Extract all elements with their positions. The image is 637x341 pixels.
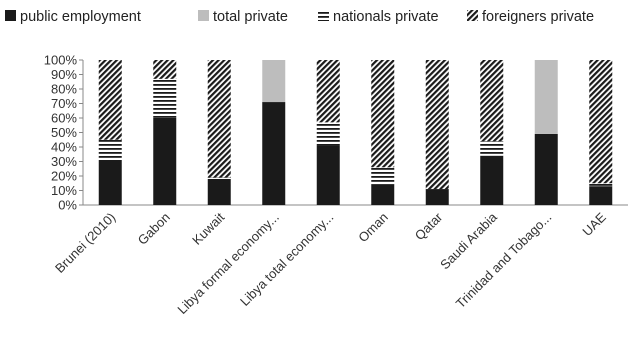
bar-segment xyxy=(316,145,340,205)
y-tick-label: 60% xyxy=(51,111,77,126)
bar-segment xyxy=(589,183,613,187)
bar-segment xyxy=(153,78,177,118)
legend-swatch-1 xyxy=(5,10,16,21)
category-label: Gabon xyxy=(135,210,173,248)
bar-segment xyxy=(480,155,504,205)
bar-segment xyxy=(534,60,558,134)
bar-segment xyxy=(589,60,613,184)
bar-segment xyxy=(425,189,449,205)
bar-segment xyxy=(98,161,122,205)
category-label: Qatar xyxy=(412,209,446,243)
y-tick-label: 40% xyxy=(51,140,77,155)
legend-label-2: total private xyxy=(213,9,288,25)
bars xyxy=(98,60,613,205)
bar-segment xyxy=(425,60,449,190)
bar-segment xyxy=(371,184,395,205)
category-label: Kuwait xyxy=(189,209,227,247)
category-label: UAE xyxy=(579,209,609,239)
y-tick-label: 70% xyxy=(51,96,77,111)
bar-segment xyxy=(207,178,231,205)
category-label: Brunei (2010) xyxy=(52,210,118,276)
bar-segment xyxy=(534,133,558,205)
legend-label-1: public employment xyxy=(20,9,141,25)
bar-segment xyxy=(262,102,286,205)
legend-swatch-2 xyxy=(198,10,209,21)
y-tick-label: 50% xyxy=(51,125,77,140)
bar-segment xyxy=(316,122,340,146)
bar-segment xyxy=(316,60,340,123)
y-tick-label: 30% xyxy=(51,154,77,169)
bar-segment xyxy=(371,167,395,185)
category-label: Libya total economy... xyxy=(237,210,336,309)
bar-segment xyxy=(589,186,613,205)
category-label: Libya formal economy... xyxy=(174,210,282,318)
y-tick-label: 90% xyxy=(51,67,77,82)
category-label: Trinidad and Tobago... xyxy=(453,210,555,312)
bar-segment xyxy=(480,60,504,142)
bar-segment xyxy=(207,177,231,179)
legend-swatch-4 xyxy=(467,10,478,21)
legend: public employment total private nationals … xyxy=(5,9,594,25)
bar-segment xyxy=(371,60,395,168)
bar-segment xyxy=(480,141,504,156)
y-tick-label: 10% xyxy=(51,183,77,198)
y-tick-label: 100% xyxy=(44,53,78,68)
bar-segment xyxy=(153,60,177,79)
bar-segment xyxy=(98,60,122,140)
y-tick-label: 20% xyxy=(51,169,77,184)
category-label: Oman xyxy=(355,210,391,246)
legend-label-4: foreigners private xyxy=(482,9,594,25)
bar-segment xyxy=(98,139,122,162)
bar-segment xyxy=(153,118,177,205)
bar-segment xyxy=(207,60,231,178)
legend-label-3: nationals private xyxy=(333,9,439,25)
y-tick-label: 80% xyxy=(51,82,77,97)
legend-swatch-3 xyxy=(318,10,329,21)
y-tick-label: 0% xyxy=(58,198,77,213)
bar-segment xyxy=(262,60,286,103)
